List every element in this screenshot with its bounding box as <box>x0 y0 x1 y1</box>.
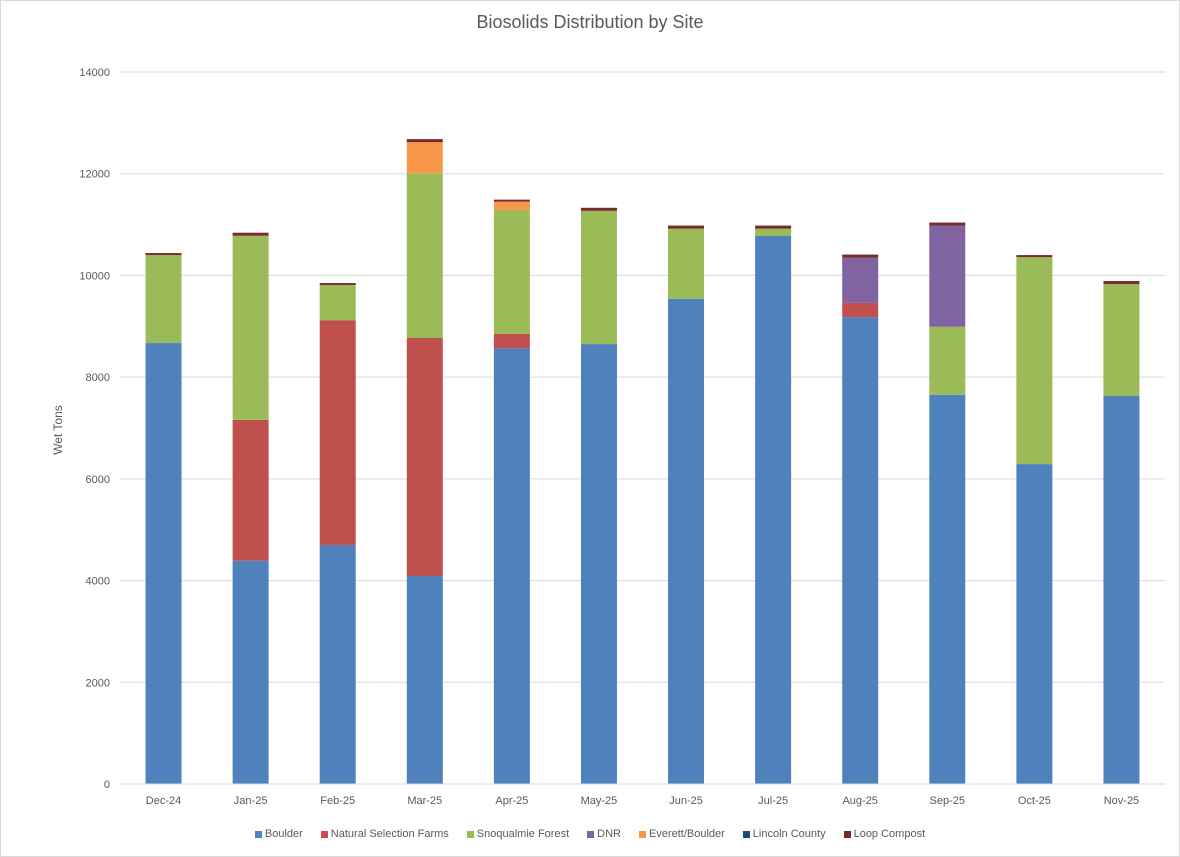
y-tick-label: 2000 <box>86 677 110 689</box>
bar-segment <box>145 253 182 256</box>
bar-segment <box>232 232 269 236</box>
bar-segment <box>580 344 617 784</box>
x-tick-label: Sep-25 <box>930 795 965 807</box>
bar-segment <box>319 285 356 321</box>
bar-segment <box>493 201 530 210</box>
legend-swatch <box>587 830 595 838</box>
bar-segment <box>1103 395 1140 784</box>
legend-swatch <box>466 830 474 838</box>
legend-swatch <box>254 830 262 838</box>
legend-item: Boulder <box>254 828 303 840</box>
bar-segment <box>406 142 443 174</box>
y-tick-label: 14000 <box>79 67 110 79</box>
legend-label: Loop Compost <box>853 828 926 840</box>
legend-label: DNR <box>597 828 621 840</box>
legend-label: Lincoln County <box>752 828 826 840</box>
legend-label: Natural Selection Farms <box>330 828 449 840</box>
legend-label: Boulder <box>264 828 303 840</box>
y-tick-label: 6000 <box>86 474 110 486</box>
bar-segment <box>493 209 530 334</box>
legend-item: Natural Selection Farms <box>320 828 449 840</box>
bar-segment <box>580 207 617 211</box>
bar-segment <box>842 254 879 258</box>
legend-label: Snoqualmie Forest <box>476 828 570 840</box>
x-tick-label: Oct-25 <box>1018 795 1051 807</box>
legend-item: Everett/Boulder <box>638 828 725 840</box>
bar-segment <box>668 225 705 229</box>
bar-segment <box>406 575 443 784</box>
bar-segment <box>232 560 269 784</box>
legend: Boulder Natural Selection Farms Snoqualmie… <box>0 828 1180 840</box>
legend-swatch <box>638 830 646 838</box>
bar-segment <box>929 222 966 226</box>
bar-segment <box>493 333 530 349</box>
bar-segment <box>929 326 966 395</box>
bar-segment <box>668 228 705 299</box>
x-tick-label: Dec-24 <box>146 795 181 807</box>
x-tick-label: Jan-25 <box>234 795 268 807</box>
x-tick-label: Feb-25 <box>320 795 355 807</box>
bar-segment <box>1016 257 1053 465</box>
bar-segment <box>145 255 182 344</box>
bar-segment <box>668 298 705 784</box>
y-tick-label: 12000 <box>79 169 110 181</box>
bar-segment <box>319 283 356 286</box>
bar-segment <box>145 343 182 784</box>
y-tick-label: 10000 <box>79 270 110 282</box>
bar-segment <box>1016 255 1053 258</box>
bar-segment <box>755 235 792 784</box>
x-tick-label: Jul-25 <box>758 795 788 807</box>
x-tick-label: Jun-25 <box>669 795 703 807</box>
y-tick-label: 4000 <box>86 576 110 588</box>
bar-segment <box>319 320 356 545</box>
x-tick-label: Apr-25 <box>495 795 528 807</box>
x-tick-label: May-25 <box>581 795 618 807</box>
bar-segment <box>493 348 530 784</box>
legend-item: Loop Compost <box>843 828 926 840</box>
legend-swatch <box>320 830 328 838</box>
bar-segment <box>406 337 443 576</box>
bar-segment <box>842 302 879 318</box>
legend-label: Everett/Boulder <box>648 828 725 840</box>
bar-segment <box>929 225 966 327</box>
x-tick-label: Mar-25 <box>407 795 442 807</box>
bar-segment <box>232 235 269 420</box>
bar-segment <box>842 317 879 784</box>
bar-segment <box>319 544 356 784</box>
bar-segment <box>406 139 443 143</box>
bar-segment <box>406 173 443 338</box>
legend-item: Lincoln County <box>742 828 826 840</box>
y-tick-label: 0 <box>104 779 110 791</box>
bar-segment <box>580 210 617 345</box>
bar-segment <box>493 199 530 202</box>
y-tick-label: 8000 <box>86 372 110 384</box>
bar-segment <box>755 225 792 229</box>
x-tick-label: Nov-25 <box>1104 795 1139 807</box>
bar-segment <box>755 228 792 236</box>
legend-swatch <box>742 830 750 838</box>
bar-segment <box>1103 281 1140 285</box>
legend-item: DNR <box>587 828 621 840</box>
bar-segment <box>842 257 879 303</box>
legend-swatch <box>843 830 851 838</box>
x-tick-label: Aug-25 <box>842 795 877 807</box>
bar-segment <box>1016 464 1053 784</box>
bar-segment <box>929 394 966 784</box>
bar-segment <box>1103 284 1140 396</box>
chart-title: Biosolids Distribution by Site <box>476 12 704 32</box>
bar-segment <box>232 419 269 561</box>
legend-item: Snoqualmie Forest <box>466 828 570 840</box>
